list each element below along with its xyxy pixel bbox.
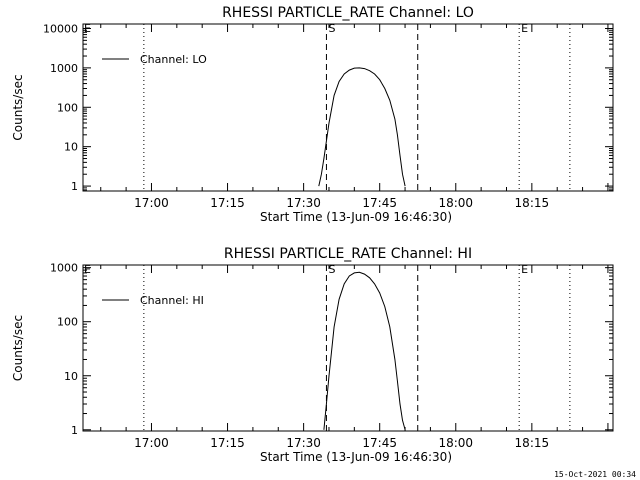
marker-label: S — [328, 22, 335, 35]
y-tick-label: 10 — [64, 141, 78, 154]
x-tick-label: 17:45 — [362, 436, 397, 450]
data-series-line — [323, 271, 406, 430]
x-axis-label: Start Time (13-Jun-09 16:46:30) — [260, 210, 452, 224]
x-tick-label: 17:30 — [286, 436, 321, 450]
y-axis-label: Counts/sec — [11, 74, 25, 140]
legend-label: Channel: LO — [140, 53, 207, 66]
y-tick-label: 10000 — [43, 22, 78, 35]
y-axis-label: Counts/sec — [11, 315, 25, 381]
x-tick-label: 17:45 — [362, 196, 397, 210]
legend-label: Channel: HI — [140, 294, 204, 307]
chart-title: RHESSI PARTICLE_RATE Channel: LO — [222, 5, 474, 21]
plot-frame — [82, 264, 614, 432]
y-tick-label: 10 — [64, 370, 78, 383]
x-tick-label: 17:15 — [210, 436, 245, 450]
marker-label: E — [521, 263, 528, 276]
timestamp-stamp: 15-Oct-2021 00:34 — [554, 470, 636, 479]
marker-label: S — [328, 263, 335, 276]
marker-label: E — [84, 263, 91, 276]
y-tick-label: 1 — [71, 424, 78, 437]
x-tick-label: 17:00 — [134, 196, 169, 210]
chart-title: RHESSI PARTICLE_RATE Channel: HI — [224, 246, 472, 262]
y-tick-label: 1 — [71, 180, 78, 193]
data-series-line — [318, 67, 406, 187]
x-tick-label: 17:15 — [210, 196, 245, 210]
x-tick-label: 18:15 — [515, 436, 550, 450]
y-tick-label: 1000 — [50, 262, 78, 275]
x-tick-label: 18:00 — [438, 436, 473, 450]
chart-panel-1: RHESSI PARTICLE_RATE Channel: LO 1 10 100 10… — [11, 5, 614, 224]
x-tick-label: 18:00 — [438, 196, 473, 210]
marker-label: E — [521, 22, 528, 35]
x-tick-label: 17:30 — [286, 196, 321, 210]
x-axis-label: Start Time (13-Jun-09 16:46:30) — [260, 450, 452, 464]
y-tick-label: 100 — [57, 316, 78, 329]
x-tick-label: 17:00 — [134, 436, 169, 450]
y-tick-label: 100 — [57, 101, 78, 114]
x-tick-label: 18:15 — [515, 196, 550, 210]
chart-panel-2: RHESSI PARTICLE_RATE Channel: HI 1 10 100 10… — [11, 246, 614, 464]
marker-label: E — [84, 22, 91, 35]
y-tick-label: 1000 — [50, 62, 78, 75]
plot-frame — [82, 23, 614, 192]
